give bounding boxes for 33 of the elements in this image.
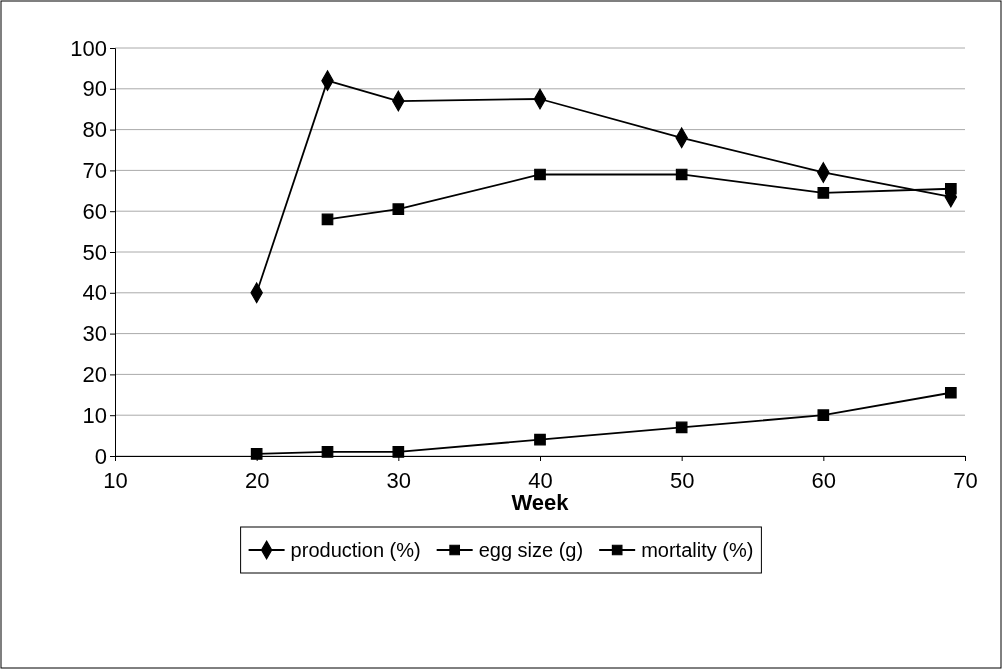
point [817,409,830,422]
point [675,421,688,434]
y-tick-label: 0 [94,443,107,469]
x-tick-label: 50 [669,468,695,494]
point [392,446,405,458]
y-tick-label: 60 [82,198,107,224]
y-tick-label: 50 [82,239,107,265]
point [534,168,546,181]
y-tick-label: 20 [82,361,107,387]
point [321,446,334,458]
point [944,386,957,399]
legend-label: egg size (g) [478,539,584,561]
y-tick-label: 80 [82,117,107,143]
y-tick-label: 40 [82,280,107,306]
x-tick-label: 60 [811,468,837,494]
y-tick-label: 10 [82,402,107,428]
x-tick-label: 70 [953,468,978,494]
point [250,448,263,460]
y-tick-label: 90 [82,76,107,102]
point [392,203,405,215]
legend-label: production (%) [290,539,421,561]
point [675,168,688,181]
point [944,182,957,195]
legend-label: mortality (%) [641,539,754,561]
point [321,213,334,226]
y-tick-label: 30 [82,321,107,347]
y-tick-label: 100 [70,35,107,61]
x-tick-label: 10 [103,468,128,494]
y-tick-label: 70 [82,157,107,183]
point [817,187,830,199]
x-tick-label: 30 [386,468,412,494]
point [534,433,546,446]
x-tick-label: 20 [244,468,270,494]
